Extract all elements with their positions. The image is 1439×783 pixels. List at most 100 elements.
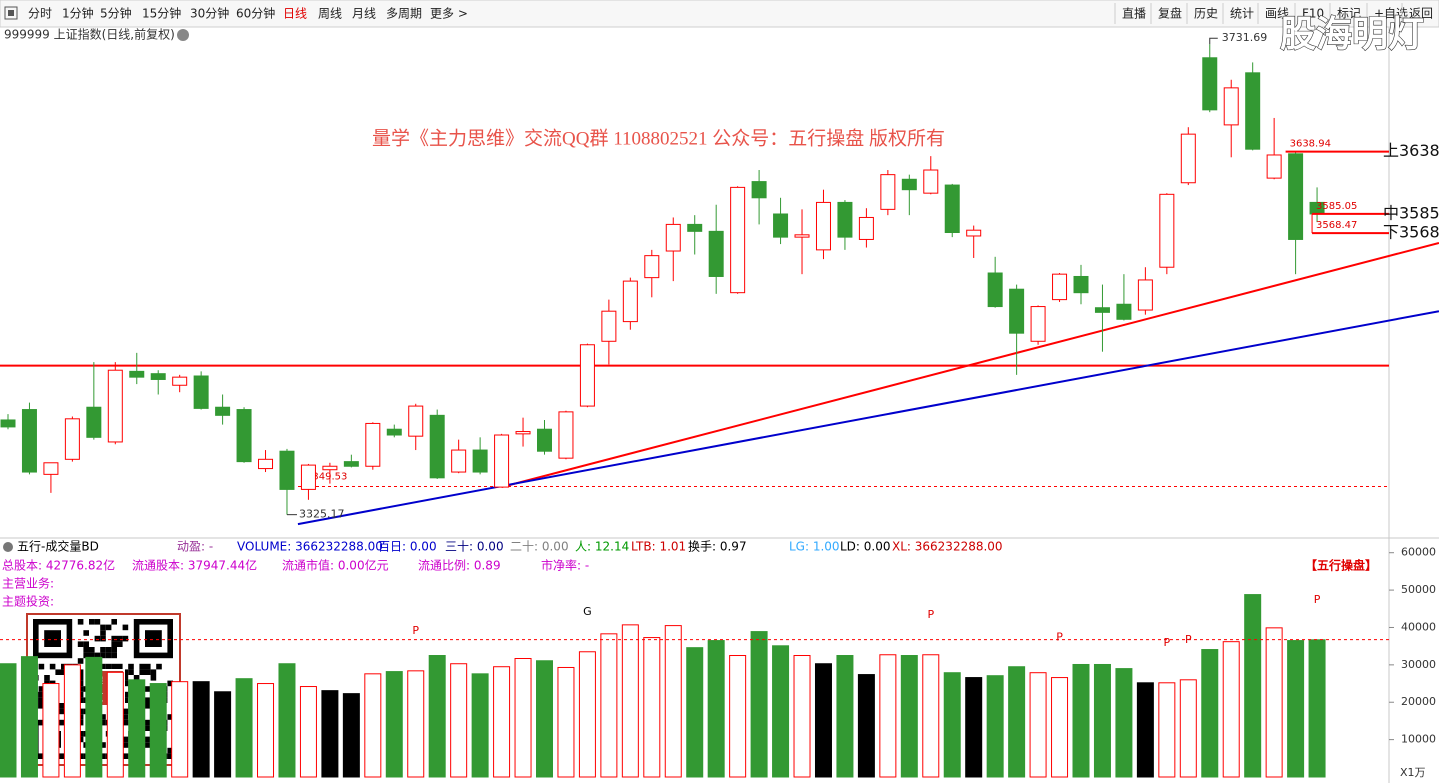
title-dropdown[interactable] (177, 29, 189, 41)
toolbar-button[interactable]: 标记 (1337, 7, 1361, 21)
period-tab[interactable]: 1分钟 (62, 6, 94, 21)
toolbar-button[interactable]: 返回 (1409, 7, 1433, 21)
qr-module (105, 663, 112, 670)
toolbar-button[interactable]: +自选 (1374, 7, 1408, 21)
candle-body (1094, 307, 1110, 313)
volume-bar (814, 663, 832, 778)
qr-module (94, 635, 101, 642)
volume-bar (793, 655, 811, 778)
volume-bar (772, 645, 790, 778)
volume-bar (235, 678, 253, 778)
candle-body (21, 409, 37, 473)
qr-module (122, 753, 129, 759)
qr-module (100, 742, 106, 748)
qr-module (100, 753, 106, 759)
toolbar-button[interactable]: F10 (1302, 7, 1324, 21)
volume-bar (450, 663, 468, 778)
qr-module (122, 691, 129, 698)
period-tab[interactable]: 日线 (283, 7, 307, 21)
qr-module (111, 641, 117, 647)
volume-bar (214, 691, 232, 778)
candle-body (1116, 303, 1132, 320)
volume-bar (664, 625, 682, 778)
y-unit-label: X1万 (1400, 766, 1426, 779)
candle-body (86, 406, 102, 438)
candle-body (944, 184, 960, 234)
candle-body (64, 418, 80, 460)
info-row: 主营业务: (2, 576, 54, 591)
period-tab[interactable]: 月线 (352, 7, 376, 21)
y-tick-label: 10000 (1401, 733, 1436, 746)
signal-marker: P (1164, 636, 1171, 649)
notice: 量学《主力思维》交流QQ群 1108802521 公众号：五行操盘 版权所有 (372, 127, 945, 149)
toolbar-button[interactable]: 直播 (1122, 7, 1146, 21)
period-tab[interactable]: 周线 (318, 7, 342, 21)
volume-bar (1201, 649, 1219, 778)
volume-bar (20, 656, 38, 778)
toolbar-button[interactable]: 统计 (1230, 7, 1254, 21)
toolbar-button[interactable]: 历史 (1194, 7, 1218, 21)
volume-bar (578, 651, 596, 778)
period-tab[interactable]: 更多 > (430, 7, 468, 21)
info-item: 总股本: 42776.82亿 (2, 558, 115, 573)
candle-body (0, 419, 16, 428)
volume-bar (600, 633, 618, 778)
high-pointer (1209, 37, 1218, 45)
volume-bar (1136, 682, 1154, 778)
period-tab[interactable]: 15分钟 (142, 6, 181, 21)
brand-tag: 【五行操盘】 (1305, 558, 1377, 573)
qr-module (111, 652, 117, 659)
candle-body (987, 272, 1003, 308)
period-tab[interactable]: 分时 (28, 7, 52, 21)
toolbar-button[interactable]: 画线 (1265, 7, 1289, 21)
period-tab[interactable]: 5分钟 (100, 6, 132, 21)
y-tick-label: 60000 (1401, 546, 1436, 559)
qr-module (145, 725, 151, 731)
candle-body (1288, 153, 1304, 240)
period-tab[interactable]: 多周期 (386, 7, 422, 21)
candle-body (515, 431, 531, 435)
qr-module (55, 669, 61, 675)
qr-module (145, 663, 151, 670)
volume-bar (621, 624, 639, 778)
menu-icon[interactable] (4, 6, 18, 20)
qr-module (128, 663, 134, 670)
info-item: 流通市值: 0.00亿元 (282, 558, 389, 573)
candle-body (687, 223, 703, 232)
volume-bar (0, 663, 17, 778)
volume-bar (149, 683, 167, 778)
qr-module (38, 697, 45, 703)
qr-module (38, 663, 45, 670)
qr-module (61, 669, 67, 675)
candle-body (622, 280, 638, 323)
candle-body (343, 461, 359, 467)
candle-body (966, 229, 982, 237)
indicator-value: LTB: 1.01 (631, 540, 686, 554)
volume-bar (1093, 663, 1111, 778)
indicator-toggle[interactable] (3, 542, 13, 552)
candle-body (1073, 275, 1089, 294)
indicator-value: XL: 366232288.00 (892, 540, 1003, 554)
period-tab[interactable]: 60分钟 (236, 6, 275, 21)
qr-module (83, 647, 89, 653)
volume-bar (471, 673, 489, 778)
candle-body (279, 450, 295, 490)
volume-bar (707, 640, 725, 778)
qr-module (167, 680, 173, 687)
toolbar-button[interactable]: 复盘 (1158, 6, 1182, 21)
candle-body (322, 465, 338, 471)
period-tab[interactable]: 30分钟 (190, 6, 229, 21)
signal-marker: P (927, 608, 934, 621)
volume-bar (85, 656, 103, 778)
candle-body (773, 213, 789, 238)
candle-body (1052, 273, 1068, 301)
qr-module (100, 714, 106, 720)
candle-body (730, 186, 746, 294)
signal-marker: P (1056, 631, 1063, 644)
indicator-value: 动盈: - (177, 540, 213, 554)
indicator-value: 百日: 0.00 (378, 540, 437, 554)
qr-module (38, 703, 45, 709)
volume-bar (171, 681, 189, 778)
qr-module (122, 719, 129, 726)
qr-module (100, 719, 106, 726)
